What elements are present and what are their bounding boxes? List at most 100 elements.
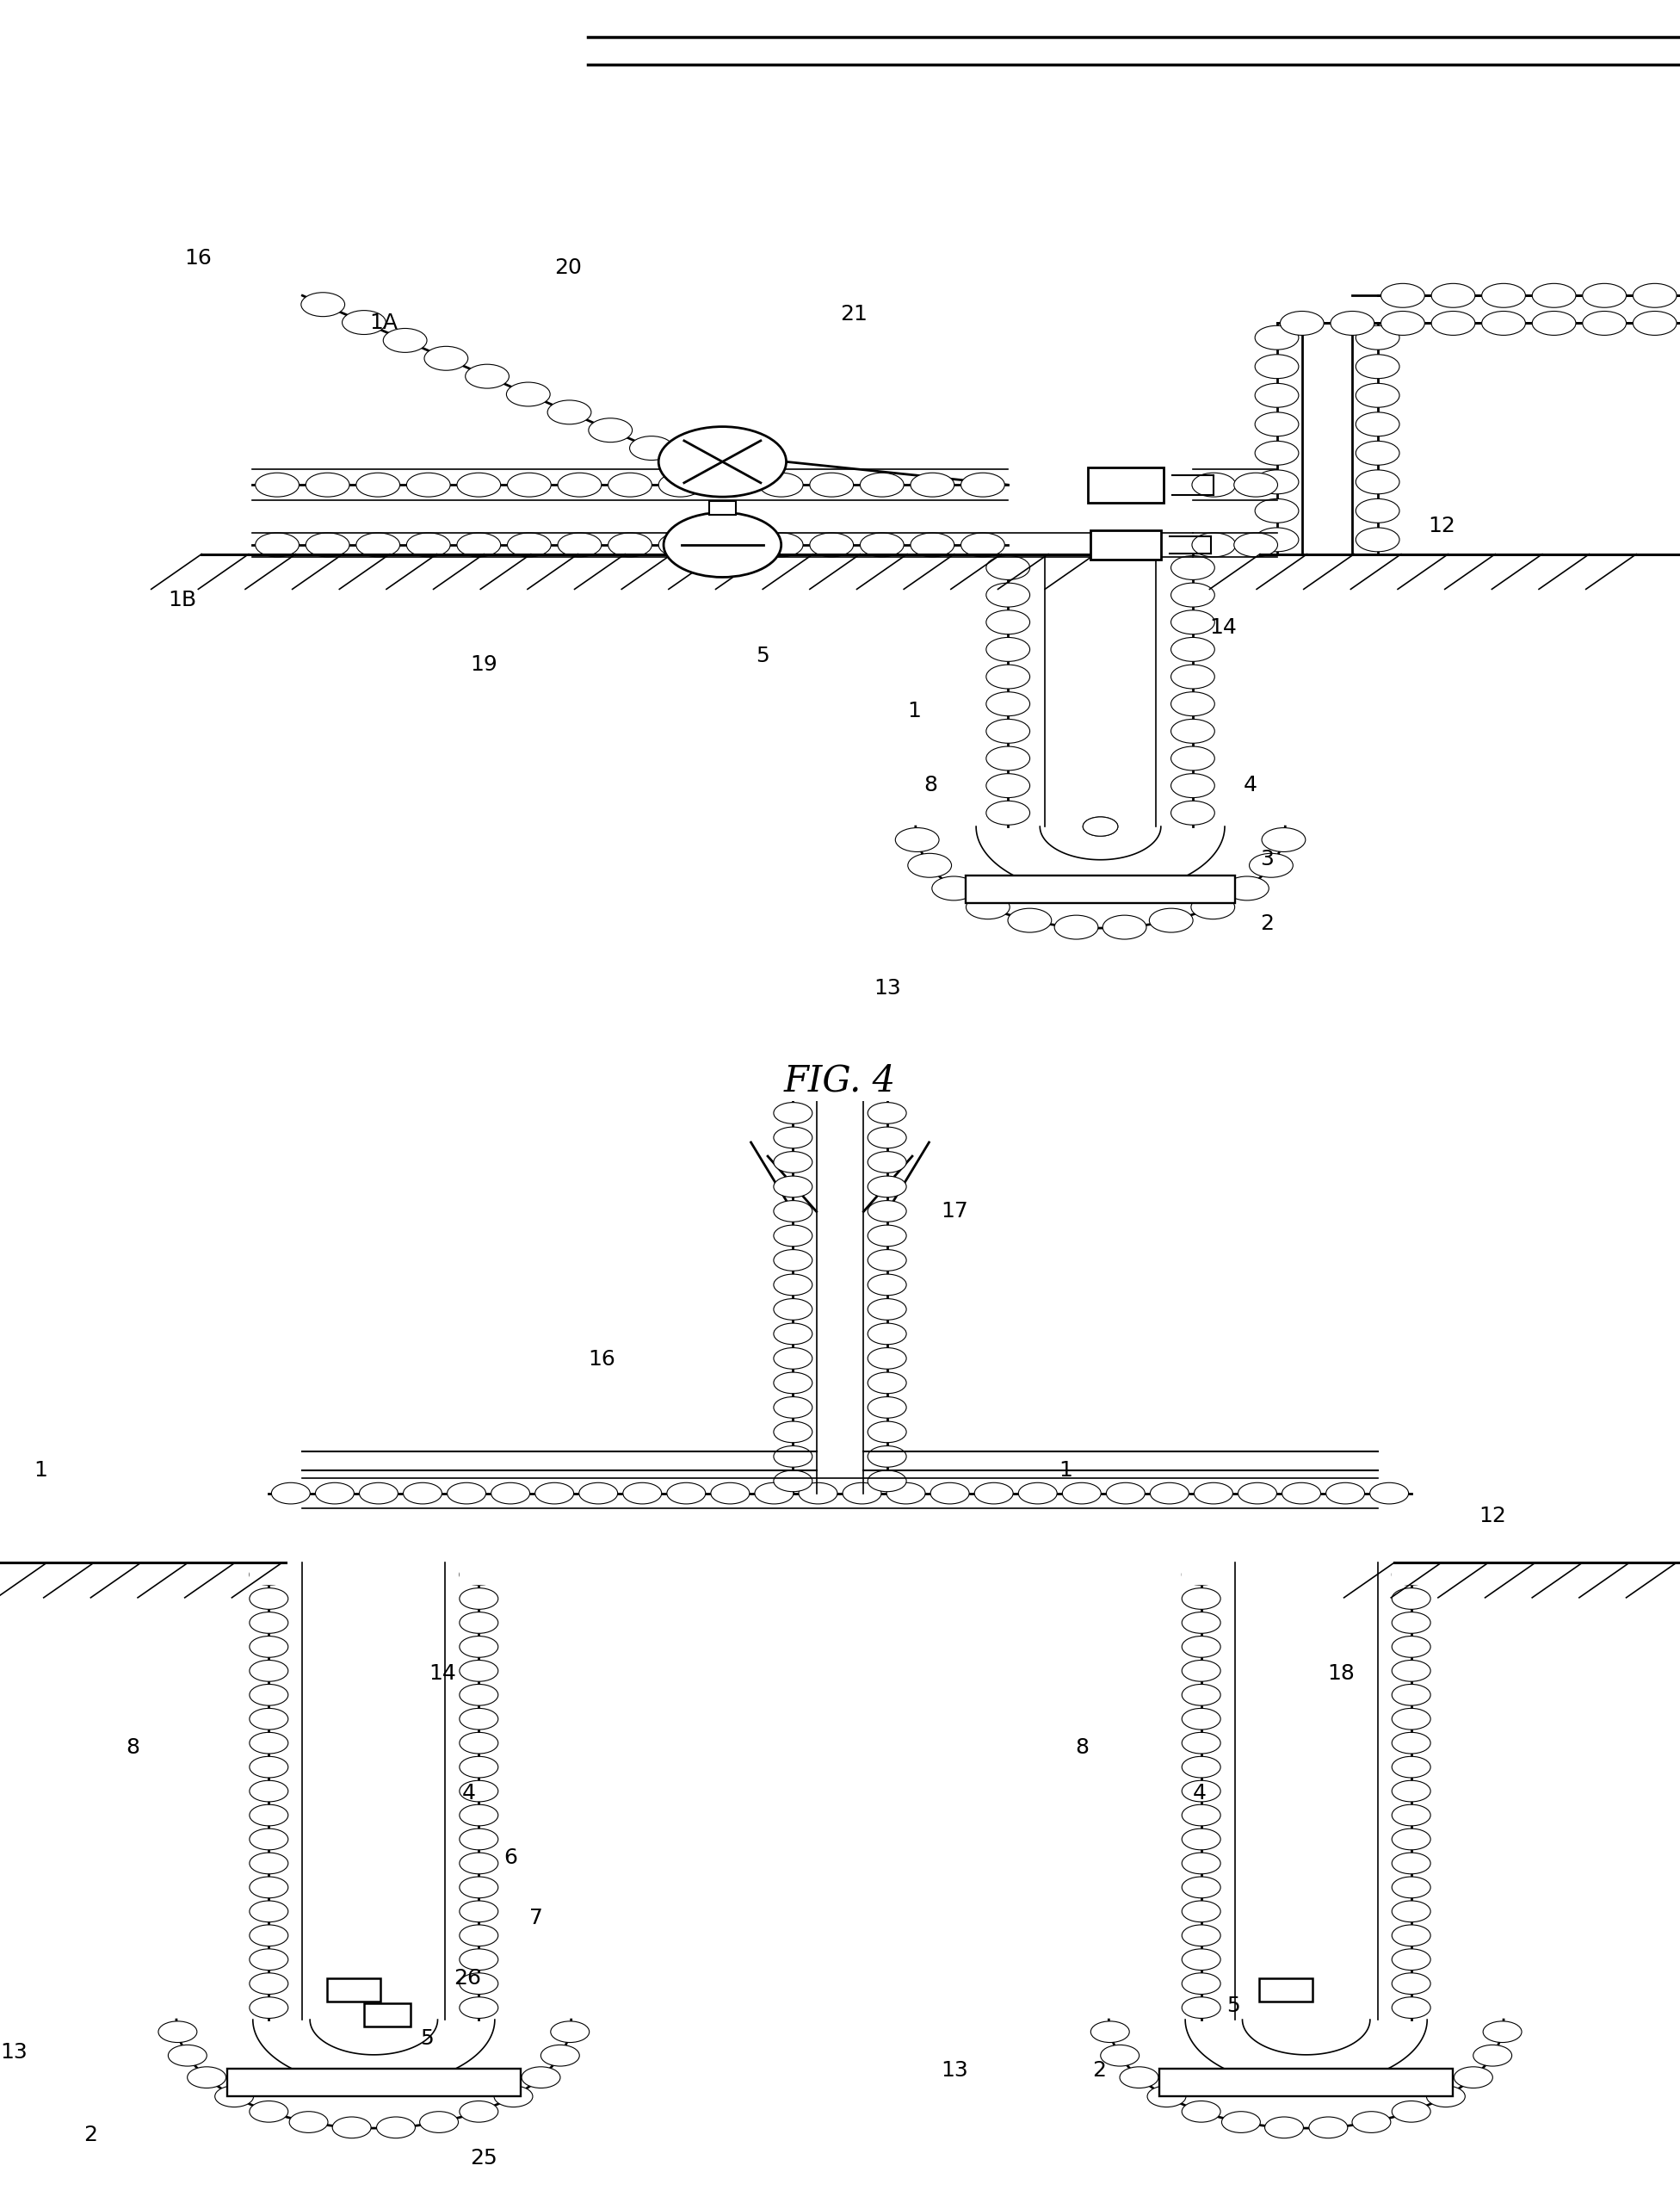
- Circle shape: [1183, 1683, 1221, 1705]
- Bar: [709, 501, 736, 515]
- Circle shape: [1326, 1482, 1364, 1504]
- Text: 8: 8: [1075, 1736, 1089, 1758]
- Circle shape: [460, 1613, 499, 1632]
- Circle shape: [774, 1250, 813, 1270]
- Circle shape: [1393, 1853, 1431, 1873]
- Circle shape: [869, 1275, 907, 1294]
- Circle shape: [774, 1127, 813, 1149]
- Circle shape: [1356, 384, 1399, 406]
- Bar: [1159, 2068, 1453, 2096]
- Circle shape: [250, 1853, 289, 1873]
- Circle shape: [376, 2116, 415, 2138]
- Circle shape: [272, 1482, 311, 1504]
- Circle shape: [774, 1151, 813, 1173]
- Circle shape: [911, 532, 954, 557]
- Circle shape: [1121, 2068, 1159, 2088]
- Text: 13: 13: [0, 2041, 27, 2063]
- Circle shape: [843, 1482, 882, 1504]
- Circle shape: [1356, 471, 1399, 495]
- Circle shape: [250, 1973, 289, 1995]
- Circle shape: [1062, 1482, 1100, 1504]
- Circle shape: [1426, 2085, 1465, 2107]
- Circle shape: [869, 1447, 907, 1467]
- Circle shape: [860, 532, 904, 557]
- Circle shape: [580, 1482, 618, 1504]
- Circle shape: [1018, 1482, 1057, 1504]
- Text: 2: 2: [84, 2125, 97, 2145]
- Circle shape: [1183, 1948, 1221, 1970]
- Circle shape: [1369, 1482, 1408, 1504]
- Circle shape: [1235, 473, 1278, 497]
- Text: FIG. 4: FIG. 4: [785, 1063, 895, 1098]
- Circle shape: [1183, 1637, 1221, 1657]
- Circle shape: [664, 512, 781, 577]
- Circle shape: [289, 2112, 328, 2132]
- Bar: [227, 2068, 521, 2096]
- Circle shape: [1171, 747, 1215, 771]
- Circle shape: [774, 1347, 813, 1370]
- Bar: [365, 2004, 412, 2026]
- Circle shape: [759, 473, 803, 497]
- Circle shape: [460, 1973, 499, 1995]
- Circle shape: [250, 1732, 289, 1754]
- Circle shape: [774, 1226, 813, 1246]
- Circle shape: [158, 2021, 197, 2043]
- Circle shape: [1393, 1756, 1431, 1778]
- Circle shape: [986, 610, 1030, 634]
- Circle shape: [869, 1151, 907, 1173]
- Circle shape: [460, 1708, 499, 1730]
- Circle shape: [457, 532, 501, 557]
- Text: 1: 1: [907, 700, 921, 722]
- Circle shape: [1183, 1756, 1221, 1778]
- Circle shape: [1235, 532, 1278, 557]
- Circle shape: [306, 532, 349, 557]
- Bar: [1089, 468, 1164, 501]
- Circle shape: [659, 473, 702, 497]
- Text: 17: 17: [941, 1202, 968, 1222]
- Circle shape: [541, 2046, 580, 2065]
- Circle shape: [1255, 528, 1299, 552]
- Circle shape: [932, 877, 976, 901]
- Circle shape: [425, 347, 469, 371]
- Circle shape: [460, 1780, 499, 1803]
- Circle shape: [986, 747, 1030, 771]
- Circle shape: [1193, 473, 1236, 497]
- Circle shape: [1381, 283, 1425, 307]
- Circle shape: [250, 1613, 289, 1632]
- Circle shape: [986, 773, 1030, 797]
- Text: 12: 12: [1478, 1507, 1505, 1526]
- Circle shape: [1183, 1853, 1221, 1873]
- Circle shape: [1393, 1948, 1431, 1970]
- Circle shape: [494, 2085, 533, 2107]
- Circle shape: [255, 532, 299, 557]
- Circle shape: [460, 1732, 499, 1754]
- Circle shape: [1238, 1482, 1277, 1504]
- Circle shape: [1393, 1878, 1431, 1898]
- Bar: [1260, 1979, 1314, 2001]
- Circle shape: [249, 2101, 287, 2123]
- Text: 26: 26: [454, 1968, 480, 1988]
- Circle shape: [1147, 2085, 1186, 2107]
- Text: 4: 4: [1243, 775, 1257, 795]
- Circle shape: [460, 1564, 499, 1586]
- Bar: [1090, 530, 1161, 559]
- Circle shape: [1532, 283, 1576, 307]
- Text: 21: 21: [840, 303, 867, 325]
- Text: 25: 25: [470, 2147, 497, 2169]
- Circle shape: [460, 2101, 499, 2123]
- Circle shape: [1431, 311, 1475, 336]
- Circle shape: [447, 1482, 486, 1504]
- Circle shape: [301, 292, 344, 316]
- Text: 6: 6: [504, 1847, 517, 1869]
- Circle shape: [974, 1482, 1013, 1504]
- Circle shape: [1393, 1588, 1431, 1610]
- Text: 16: 16: [185, 247, 212, 269]
- Circle shape: [774, 1199, 813, 1222]
- Circle shape: [986, 720, 1030, 742]
- Text: 4: 4: [462, 1783, 475, 1805]
- Circle shape: [860, 473, 904, 497]
- Circle shape: [1482, 283, 1525, 307]
- Circle shape: [1356, 499, 1399, 524]
- Circle shape: [869, 1420, 907, 1442]
- Circle shape: [1221, 2112, 1260, 2132]
